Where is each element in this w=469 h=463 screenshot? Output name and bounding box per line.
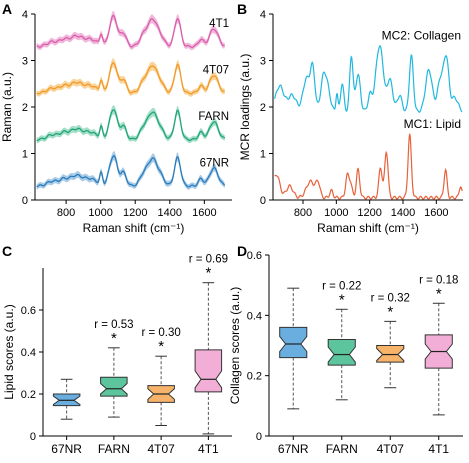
series-label-4t07: 4T07 <box>203 65 229 77</box>
series-band-farn <box>36 105 225 144</box>
y-axis-title: Lipid scores (a.u.) <box>2 304 16 399</box>
series-line-4t1 <box>36 14 225 49</box>
panel-letter-c: C <box>2 243 12 259</box>
y-tick-label: 0.6 <box>21 305 36 317</box>
y-axis-title: Collagen scores (a.u.) <box>228 287 242 404</box>
series-label-lipid: MC1: Lipid <box>404 117 461 131</box>
x-tick-label: 1600 <box>192 207 216 219</box>
panel-b-mcr-loadings: 0 1 2 3 4 800 1000 1200 1400 1600 Raman shift (cm⁻… <box>238 9 463 235</box>
x-axis-title: Raman shift (cm⁻¹) <box>83 221 185 235</box>
y-tick-label: 4 <box>260 9 266 21</box>
y-tick-label: 0 <box>256 431 262 443</box>
category-label-67nr: 67NR <box>51 442 82 456</box>
correlation-label-4t07: r = 0.32 <box>371 292 410 304</box>
y-tick-label: 1 <box>22 149 28 161</box>
y-tick-label: 0.4 <box>21 347 36 359</box>
series-label-collagen: MC2: Collagen <box>382 29 461 43</box>
series-band-67nr <box>36 151 225 190</box>
x-tick-label: 800 <box>294 207 312 219</box>
y-tick-label: 4 <box>22 9 28 21</box>
category-label-farn: FARN <box>98 442 130 456</box>
category-label-4t1: 4T1 <box>428 442 449 456</box>
series-line-67nr <box>36 154 226 188</box>
x-tick-label: 1600 <box>424 207 448 219</box>
box-4t1 <box>194 349 223 393</box>
correlation-label-farn: r = 0.22 <box>322 280 361 292</box>
correlation-label-4t1: r = 0.18 <box>419 274 458 286</box>
significance-star-4t1: * <box>205 265 211 282</box>
y-tick-label: 0.6 <box>247 250 262 262</box>
series-line-farn <box>36 109 226 142</box>
x-tick-label: 1000 <box>324 207 348 219</box>
correlation-label-4t1: r = 0.69 <box>189 254 228 266</box>
x-tick-label: 1200 <box>123 207 147 219</box>
y-tick-label: 0.4 <box>247 310 262 322</box>
significance-star-4t07: * <box>158 338 164 355</box>
y-axis-title: Raman (a.u.) <box>0 72 14 142</box>
y-tick-label: 0 <box>260 195 266 207</box>
panel-letter-d: D <box>237 243 247 259</box>
x-tick-label: 1400 <box>391 207 415 219</box>
significance-star-4t1: * <box>436 285 442 302</box>
x-tick-label: 800 <box>57 207 75 219</box>
category-label-4t07: 4T07 <box>147 442 175 456</box>
panel-letter-a: A <box>2 1 12 17</box>
y-axis-title: MCR loadings (a.u.) <box>238 54 252 161</box>
correlation-label-farn: r = 0.53 <box>94 319 133 331</box>
box-farn <box>327 339 356 366</box>
box-4t07 <box>376 345 405 363</box>
x-tick-label: 1200 <box>357 207 381 219</box>
series-line-collagen <box>274 45 463 113</box>
series-label-67nr: 67NR <box>200 158 229 170</box>
category-label-67nr: 67NR <box>278 442 309 456</box>
series-line-4t07 <box>36 62 225 95</box>
box-farn <box>100 376 128 397</box>
y-tick-label: 1 <box>260 149 266 161</box>
x-tick-label: 1000 <box>88 207 112 219</box>
y-tick-label: 0 <box>30 431 36 443</box>
y-tick-label: 0 <box>22 195 28 207</box>
correlation-label-4t07: r = 0.30 <box>141 327 180 339</box>
series-band-4t1 <box>36 10 225 51</box>
panel-a-spectra: 0 1 2 3 4 800 1000 1200 1400 1600 Raman shift (cm⁻… <box>0 9 232 235</box>
box-67nr <box>279 326 308 359</box>
category-label-4t07: 4T07 <box>377 442 405 456</box>
panel-letter-b: B <box>237 1 247 17</box>
panel-d-collagen-boxplot: 0 0.2 0.4 0.6 Collagen scores (a.u.) 67NR FARN… <box>228 250 463 456</box>
series-line-lipid <box>274 133 463 200</box>
category-label-4t1: 4T1 <box>198 442 219 456</box>
y-tick-label: 2 <box>260 102 266 114</box>
category-label-farn: FARN <box>326 442 358 456</box>
y-tick-label: 0.2 <box>21 389 36 401</box>
x-axis-title: Raman shift (cm⁻¹) <box>317 221 419 235</box>
x-tick-label: 1400 <box>158 207 182 219</box>
significance-star-4t07: * <box>387 303 393 320</box>
significance-star-farn: * <box>339 291 345 308</box>
y-tick-label: 0.2 <box>247 371 262 383</box>
series-band-4t07 <box>36 58 225 97</box>
significance-star-farn: * <box>111 330 117 347</box>
series-label-4t1: 4T1 <box>209 18 229 30</box>
y-tick-label: 3 <box>260 56 266 68</box>
y-tick-label: 3 <box>22 56 28 68</box>
y-tick-label: 2 <box>22 102 28 114</box>
series-label-farn: FARN <box>198 111 229 123</box>
